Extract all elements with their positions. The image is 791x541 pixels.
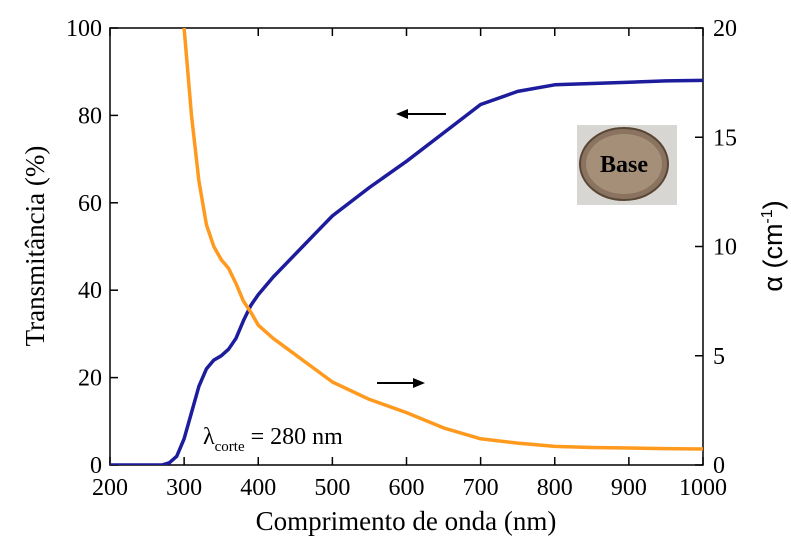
y-tick-label: 60 (78, 191, 102, 217)
arrow-left (396, 109, 446, 119)
x-tick-label: 500 (314, 475, 350, 501)
x-tick-label: 1000 (679, 475, 727, 501)
x-tick-label: 200 (92, 475, 128, 501)
inset-photo: Base (577, 125, 677, 205)
x-tick-label: 800 (537, 475, 573, 501)
y2-tick-label: 10 (713, 235, 737, 261)
x-tick-label: 400 (240, 475, 276, 501)
annotation: λcorte = 280 nm (203, 424, 343, 455)
x-tick-label: 600 (389, 475, 425, 501)
y-tick-label: 20 (78, 366, 102, 392)
arrow-right (377, 378, 425, 388)
x-axis-label: Comprimento de onda (nm) (256, 506, 557, 536)
annotation-text: = 280 nm (251, 424, 344, 450)
y2-tick-label: 20 (713, 16, 737, 42)
annotation-symbol: λ (203, 424, 215, 450)
y-tick-label: 100 (66, 16, 102, 42)
y2-tick-label: 0 (713, 453, 725, 479)
y2-tick-label: 15 (713, 125, 737, 151)
y2-label-end: ) (758, 200, 788, 209)
y-tick-label: 0 (90, 453, 102, 479)
x-tick-label: 300 (166, 475, 202, 501)
x-tick-label: 700 (463, 475, 499, 501)
y2-axis-label: α (cm-1) (758, 200, 788, 291)
plot-frame (109, 27, 704, 466)
y2-label-sup: -1 (759, 209, 776, 223)
x-tick-label: 900 (611, 475, 647, 501)
series-line (110, 78, 703, 465)
series-line (182, 28, 703, 451)
lines (110, 28, 703, 465)
annotation-sub: corte (215, 439, 245, 455)
y-axis-label: Transmitância (%) (20, 146, 50, 347)
y-tick-label: 40 (78, 278, 102, 304)
y-tick-label: 80 (78, 103, 102, 129)
y2-label-main: α (cm (758, 224, 788, 292)
y2-tick-label: 5 (713, 344, 725, 370)
inset-label: Base (600, 152, 648, 178)
